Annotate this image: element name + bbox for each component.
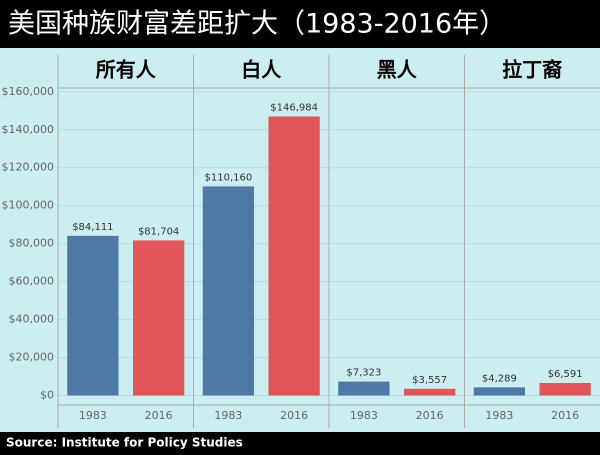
- bar: [132, 240, 185, 396]
- value-label: $81,704: [138, 226, 179, 237]
- y-tick-label: $80,000: [9, 237, 55, 250]
- value-label: $146,984: [270, 103, 318, 114]
- x-tick-label: 1983: [214, 409, 242, 422]
- bar: [539, 382, 591, 396]
- y-tick-label: $40,000: [9, 313, 55, 326]
- chart-title: 美国种族财富差距扩大（1983-2016年）: [8, 9, 506, 40]
- panel-title: 黑人: [377, 58, 418, 82]
- value-label: $4,289: [482, 373, 517, 384]
- x-tick-label: 1983: [350, 409, 378, 422]
- value-label: $84,111: [72, 222, 113, 233]
- value-label: $6,591: [548, 369, 583, 380]
- x-tick-label: 2016: [145, 409, 173, 422]
- x-tick-label: 2016: [416, 409, 444, 422]
- x-tick-label: 1983: [79, 409, 107, 422]
- y-tick-label: $0: [40, 389, 54, 402]
- bar: [403, 388, 456, 396]
- panel-title: 拉丁裔: [502, 58, 562, 82]
- value-label: $3,557: [412, 375, 447, 386]
- source: Source: Institute for Policy Studies: [6, 436, 243, 450]
- panel-title: 白人: [241, 58, 282, 82]
- x-tick-label: 2016: [280, 409, 308, 422]
- y-tick-label: $160,000: [2, 85, 55, 98]
- y-tick-label: $100,000: [2, 199, 55, 212]
- bar: [67, 235, 119, 396]
- y-tick-label: $20,000: [9, 351, 55, 364]
- bar: [473, 387, 526, 396]
- y-tick-label: $60,000: [9, 275, 55, 288]
- source-bar: [0, 432, 600, 455]
- y-tick-label: $140,000: [2, 123, 55, 136]
- bar: [202, 186, 255, 396]
- x-tick-label: 2016: [551, 409, 579, 422]
- panel-title: 所有人: [96, 58, 157, 82]
- bar: [338, 381, 390, 396]
- bar: [268, 116, 320, 396]
- value-label: $110,160: [205, 172, 253, 183]
- value-label: $7,323: [346, 368, 381, 379]
- y-tick-label: $120,000: [2, 161, 55, 174]
- title-bar: [0, 0, 600, 48]
- x-tick-label: 1983: [485, 409, 513, 422]
